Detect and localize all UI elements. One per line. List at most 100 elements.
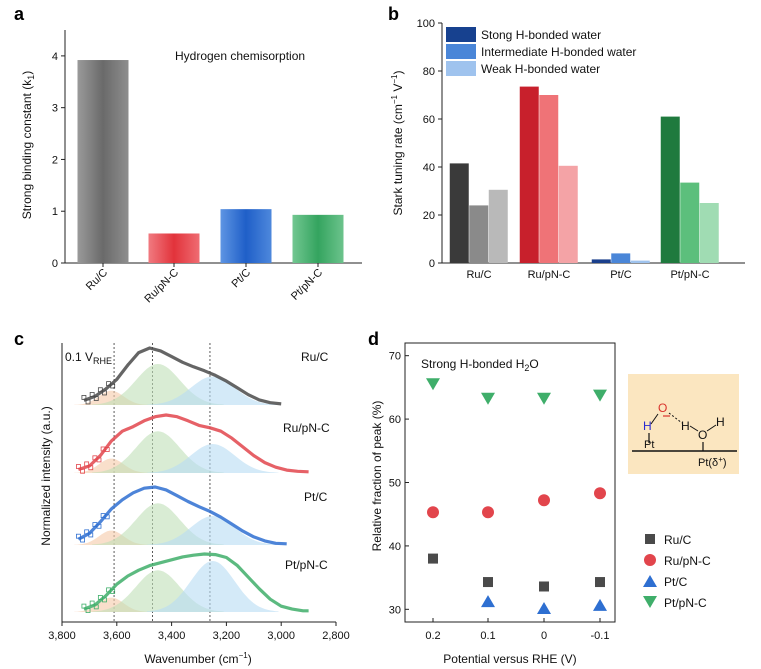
inset-oxygen-right: O <box>698 428 707 442</box>
panel-b-bar-1-1 <box>539 95 559 263</box>
panel-c-data-marker <box>93 604 99 610</box>
panel-d-legend-marker-0 <box>645 534 655 544</box>
panel-c-series-label-1: Ru/pN-C <box>283 421 330 435</box>
panel-b-bar-2-0 <box>591 259 611 263</box>
panel-d-xtick-label: 0.2 <box>425 630 440 642</box>
panel-d-chart: 30 40 50 60 70 0.2 0.1 0 -0.1 Ru/C Ru/pN-C Pt/C Pt… <box>370 342 739 666</box>
panel-b-chart: 0 20 40 60 80 100 Ru/C Ru/pN-C Pt/C Pt/pN-C Ston… <box>390 18 745 281</box>
panel-b-ytick-label: 60 <box>423 114 435 126</box>
panel-c-data-marker <box>88 465 94 471</box>
panel-c-data-marker <box>97 595 103 600</box>
panel-c-data-marker <box>84 529 90 535</box>
panel-c-data-marker <box>102 597 107 603</box>
panel-b-ytick-label: 40 <box>423 162 435 174</box>
panel-c-data-marker <box>81 603 87 609</box>
inset-hydrogen-mid: H <box>681 419 690 433</box>
panel-a-bar-2 <box>220 209 272 263</box>
panel-c-xtick-label: 3,400 <box>158 630 186 642</box>
inset-oxygen-left: O <box>658 401 667 415</box>
panel-c-chart: Ru/C Ru/pN-C Pt/C Pt/pN-C 3,800 3,600 3,400 3,… <box>39 343 350 666</box>
panel-b-bar-2-1 <box>611 253 631 263</box>
panel-c-spectrum-line-0 <box>83 346 282 406</box>
panel-b-legend-swatch-2 <box>446 61 476 76</box>
panel-d-point-1-0 <box>427 506 439 519</box>
panel-c-data-marker <box>89 600 95 606</box>
panel-b-bar-0-1 <box>469 205 489 263</box>
inset-pt-right: Pt(δ+) <box>698 455 727 469</box>
panel-a-xtick-label: Ru/pN-C <box>142 267 181 306</box>
panel-c-data-marker <box>84 461 90 467</box>
panel-a-bar-1 <box>148 233 200 263</box>
panel-a-chart: 0 1 2 3 4 Ru/C Ru/pN-C Pt/C Pt/pN-C Hydrogen ch… <box>20 30 362 305</box>
panel-b-bar-1-0 <box>519 86 539 263</box>
panel-c-data-marker <box>76 533 81 539</box>
panel-d-xlabel: Potential versus RHE (V) <box>443 652 576 666</box>
panel-a-ytick-label: 4 <box>52 51 58 63</box>
panel-letter-d: d <box>368 329 379 349</box>
panel-c-data-marker <box>104 447 110 452</box>
panel-c-series-label-2: Pt/C <box>304 490 328 504</box>
panel-c-data-marker <box>97 387 103 393</box>
panel-a-ytick-label: 3 <box>52 103 58 115</box>
panel-d-xtick-label: -0.1 <box>591 630 610 642</box>
panel-c-xtick-label: 3,200 <box>213 630 241 642</box>
panel-a-bar-3 <box>292 214 344 263</box>
panel-d-ytick-label: 50 <box>389 478 401 490</box>
panel-letter-b: b <box>388 4 399 24</box>
panel-c-xlabel: Wavenumber (cm−1) <box>144 651 251 666</box>
panel-c-data-marker <box>104 514 110 520</box>
panel-c-spectrum-line-1 <box>77 413 309 474</box>
panel-b-legend-label-0: Stong H-bonded water <box>481 28 601 42</box>
panel-c-spectrum-line-2 <box>77 485 287 546</box>
panel-d-point-3-2 <box>537 392 551 405</box>
panel-a-ytick-label: 2 <box>52 154 58 166</box>
panel-d-ytick-label: 40 <box>389 541 401 553</box>
panel-c-xtick-label: 2,800 <box>322 630 350 642</box>
panel-b-legend-swatch-0 <box>446 27 476 42</box>
panel-d-ytick-label: 60 <box>389 414 401 426</box>
panel-c-data-marker <box>80 468 85 474</box>
water-structure-inset: O H Pt H O H Pt(δ+) <box>628 374 739 474</box>
panel-d-point-0-2 <box>539 581 549 592</box>
panel-d-xtick-label: 0 <box>541 630 547 642</box>
panel-b-ylabel: Stark tuning rate (cm−1 V−1) <box>390 71 405 216</box>
panel-a-annotation: Hydrogen chemisorption <box>175 49 305 63</box>
panel-d-legend-marker-3 <box>643 596 657 608</box>
panel-d-legend-marker-2 <box>643 575 657 587</box>
panel-c-series-label-3: Pt/pN-C <box>285 558 328 572</box>
panel-c-component-peak <box>146 376 279 405</box>
inset-hydrogen-right: H <box>716 415 725 429</box>
panel-d-legend-marker-1 <box>644 554 656 566</box>
panel-b-bar-1-2 <box>558 165 578 263</box>
panel-d-ytick-label: 70 <box>389 351 401 363</box>
panel-d-legend-label-3: Pt/pN-C <box>664 596 707 610</box>
panel-b-legend-label-2: Weak H-bonded water <box>481 62 600 76</box>
panel-c-data-marker <box>93 396 99 401</box>
panel-d-point-2-2 <box>537 602 551 615</box>
inset-background <box>628 374 739 474</box>
panel-letter-c: c <box>14 329 24 349</box>
panel-d-point-3-1 <box>481 392 495 405</box>
panel-c-spectrum-line-3 <box>83 552 309 613</box>
panel-d-legend-label-1: Ru/pN-C <box>664 554 711 568</box>
inset-pt-left: Pt <box>644 439 654 451</box>
panel-d-point-3-3 <box>593 389 607 402</box>
panel-letter-a: a <box>14 4 25 24</box>
panel-d-legend-label-0: Ru/C <box>664 533 692 547</box>
panel-d-point-0-0 <box>428 553 438 564</box>
panel-c-data-marker <box>96 523 102 529</box>
panel-c-ylabel: Normalized intensity (a.u.) <box>39 406 53 545</box>
panel-d-xtick-label: 0.1 <box>480 630 495 642</box>
panel-b-legend-label-1: Intermediate H-bonded water <box>481 45 636 59</box>
panel-b-xtick-label: Pt/C <box>610 269 631 281</box>
panel-d-ylabel: Relative fraction of peak (%) <box>370 401 384 552</box>
panel-c-component-peak <box>146 516 279 545</box>
panel-c-data-marker <box>110 383 116 389</box>
panel-c-xtick-label: 3,800 <box>48 630 76 642</box>
panel-b-xtick-label: Ru/C <box>466 269 491 281</box>
panel-b-ytick-label: 100 <box>417 18 435 30</box>
panel-c-xtick-label: 3,000 <box>267 630 295 642</box>
panel-c-component-peak <box>146 444 279 473</box>
panel-d-point-2-1 <box>481 595 495 608</box>
